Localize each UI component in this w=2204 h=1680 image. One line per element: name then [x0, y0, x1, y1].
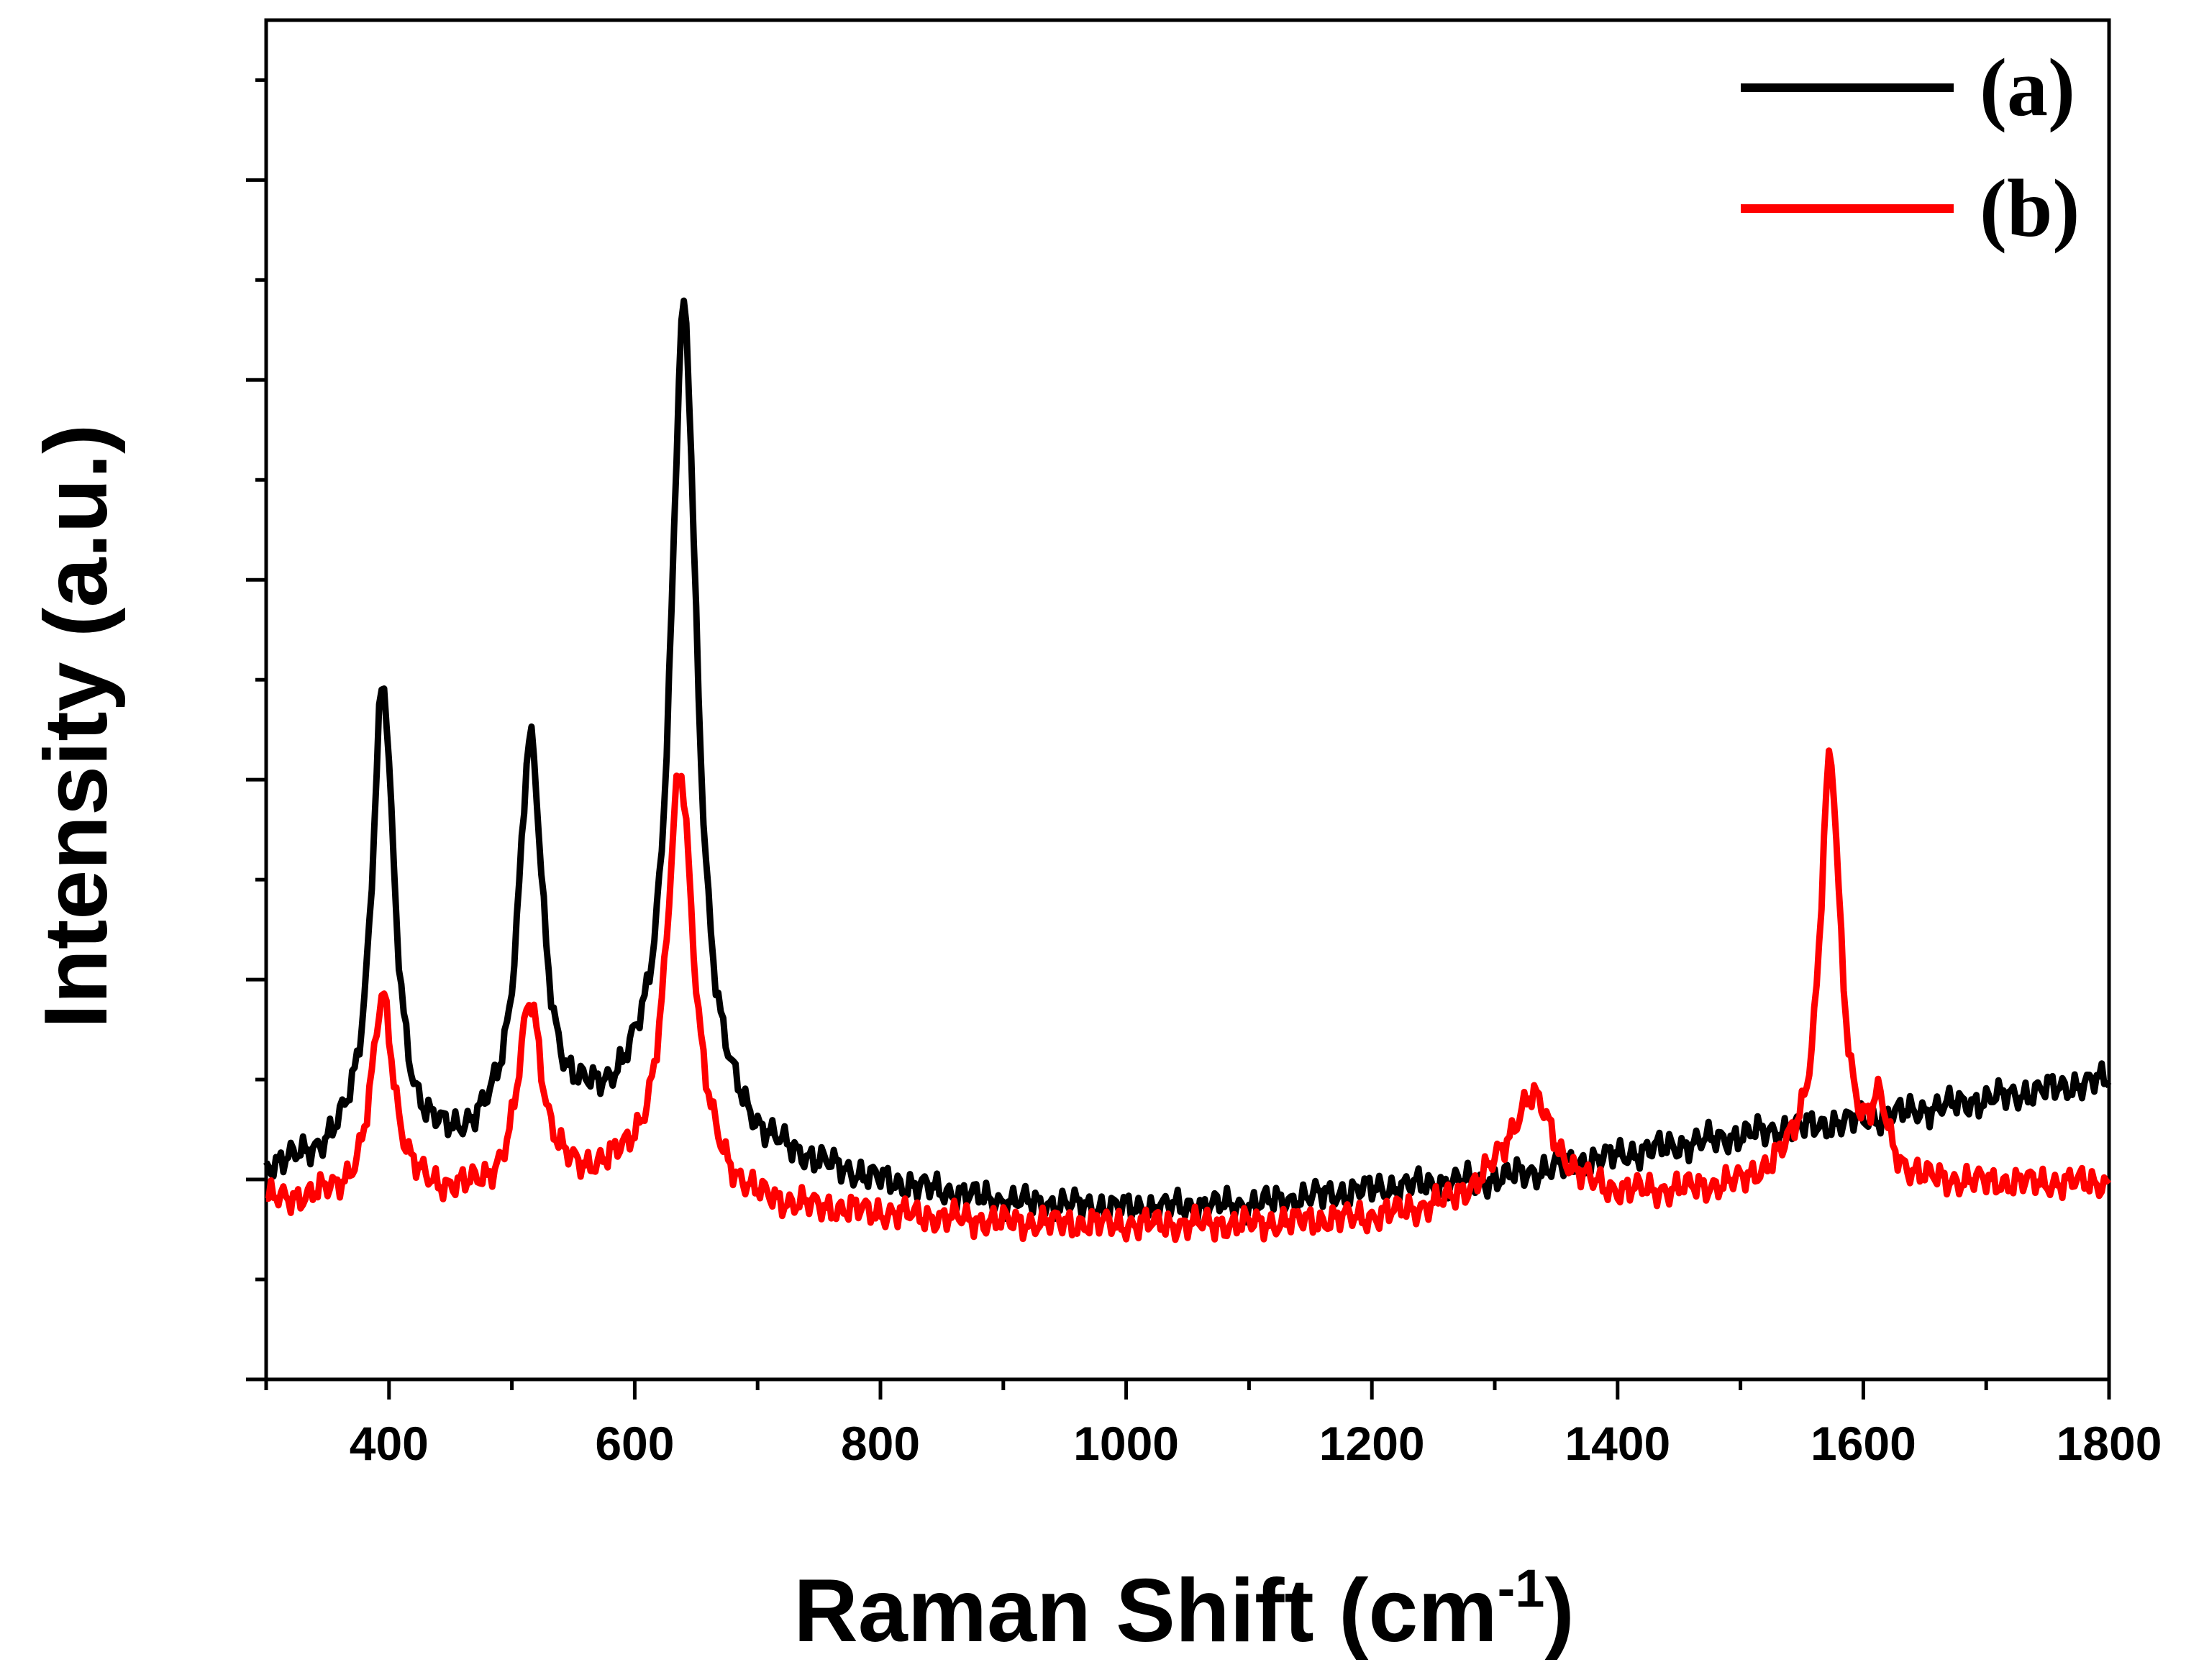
x-tick-label: 400 — [350, 1417, 429, 1470]
x-tick-label: 1800 — [2057, 1417, 2162, 1470]
series-line-b — [265, 747, 2112, 1243]
y-axis — [246, 78, 266, 1382]
series-layer — [263, 297, 2112, 1243]
x-tick-label: 1000 — [1073, 1417, 1179, 1470]
y-axis-title: Intensity (a.u.) — [27, 424, 126, 1029]
series-line-a — [263, 297, 2112, 1226]
legend-label-b: (b) — [1980, 163, 2080, 254]
x-tick-label: 1600 — [1811, 1417, 1916, 1470]
x-tick-label: 800 — [841, 1417, 920, 1470]
x-axis-title-suffix: ) — [1544, 1561, 1574, 1661]
plot-frame — [264, 18, 2111, 1382]
x-axis: 400 600 800 1000 1200 1400 1600 1800 — [264, 1379, 2162, 1470]
legend-label-a: (a) — [1980, 42, 2075, 133]
x-tick-label: 600 — [595, 1417, 674, 1470]
x-axis-title: Raman Shift (cm-1) — [793, 1558, 1575, 1661]
legend: (a) (b) — [1741, 42, 2080, 254]
x-axis-title-main: Raman Shift (cm — [793, 1561, 1497, 1661]
plot-border — [264, 18, 2111, 1382]
x-tick-label: 1200 — [1319, 1417, 1425, 1470]
x-tick-label: 1400 — [1565, 1417, 1670, 1470]
x-axis-title-superscript: -1 — [1498, 1558, 1545, 1618]
